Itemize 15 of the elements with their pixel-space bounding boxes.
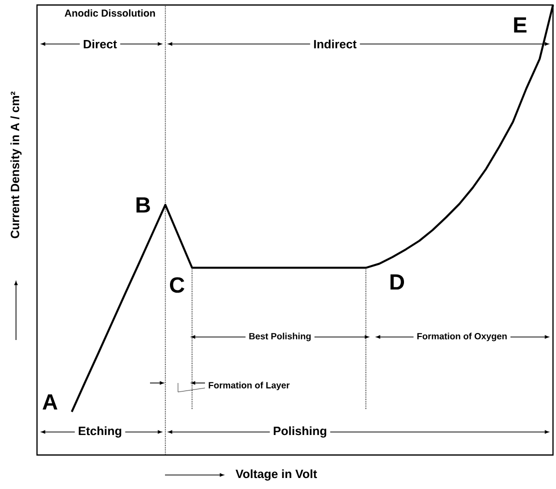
x-axis-title: Voltage in Volt (236, 469, 317, 481)
annotation: Polishing (274, 426, 326, 438)
annotation: D (390, 274, 404, 290)
annotation: Formation of Layer (208, 382, 290, 390)
annotation: Anodic Dissolution (64, 9, 155, 17)
annotation: B (136, 197, 150, 213)
text: A (42, 394, 58, 410)
annotation: E (514, 17, 526, 33)
annotation: Indirect (314, 40, 357, 48)
annotation: Formation of Oxygen (417, 332, 507, 342)
annotation: Etching (78, 426, 122, 438)
annotation: C (170, 277, 184, 293)
y-axis-title: Current Density in A / cm² (10, 92, 22, 238)
annotation: Best Polishing (249, 332, 311, 342)
annotation: Direct (84, 40, 117, 48)
